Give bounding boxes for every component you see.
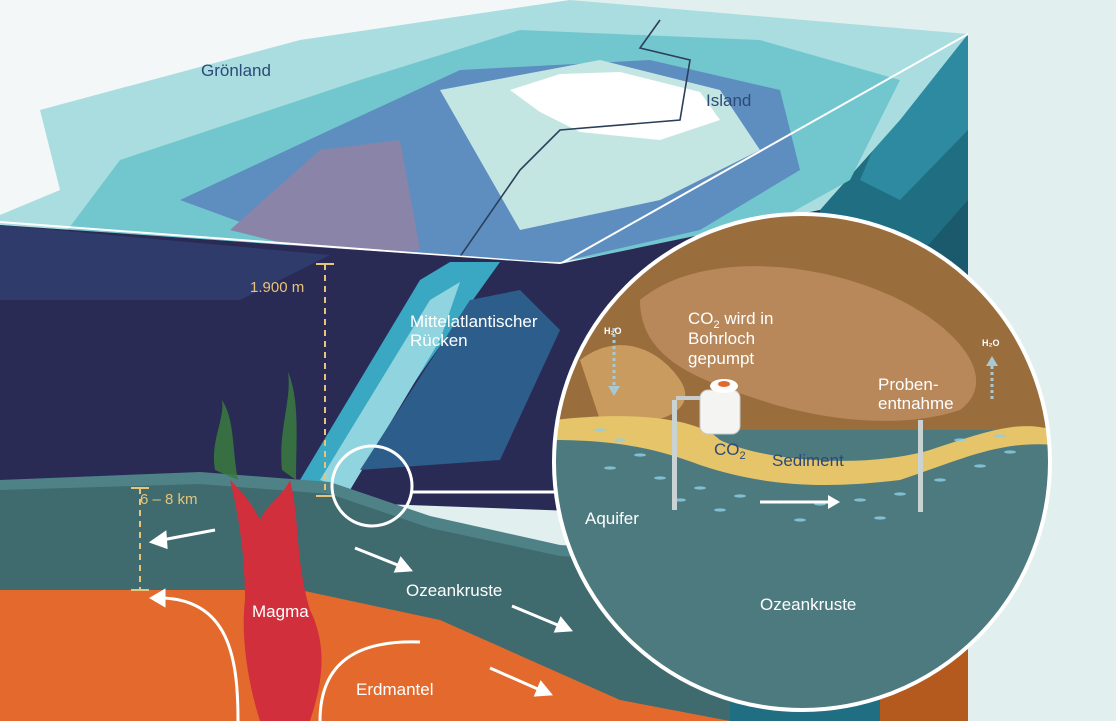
ridge-axis-line [429, 19, 691, 301]
label-co2-tank: CO2 [714, 440, 746, 462]
label-proben-line1: Proben- [878, 375, 938, 394]
label-inset-ozeankruste: Ozeankruste [760, 595, 856, 614]
label-co2-pumped-line3: gepumpt [688, 349, 754, 368]
co2-tank [676, 379, 741, 435]
label-co2-pumped-line1: CO2 wird in [688, 309, 773, 331]
label-proben-line2: entnahme [878, 394, 954, 413]
label-ridge-line1: Mittelatlantischer [410, 312, 538, 331]
inset-sediment-layer [554, 416, 1050, 486]
label-aquifer: Aquifer [585, 509, 639, 528]
label-erdmantel: Erdmantel [356, 680, 433, 699]
ocean-surface-map [0, 0, 969, 301]
inset-border [552, 212, 1052, 712]
label-h2o-left: H₂O [604, 326, 622, 336]
depth-markers [131, 263, 334, 591]
label-magma: Magma [252, 602, 309, 621]
label-depth-water: 1.900 m [250, 279, 304, 296]
label-co2-pumped-line2: Bohrloch [688, 329, 755, 348]
label-crust-thickness: 6 – 8 km [140, 491, 198, 508]
sampling-well [918, 420, 923, 512]
label-sediment: Sediment [772, 451, 844, 470]
label-ridge-line2: Rücken [410, 331, 468, 350]
magma-plume [213, 372, 322, 721]
label-ozeankruste-main: Ozeankruste [406, 581, 502, 600]
co2-storage-inset [552, 212, 1052, 712]
injection-well [672, 400, 677, 510]
detail-focus-circle [330, 444, 414, 528]
plate-motion-arrows [148, 528, 573, 721]
label-h2o-right: H₂O [982, 338, 1000, 348]
iceland-island [510, 72, 720, 140]
label-island: Island [706, 91, 751, 110]
label-groenland: Grönland [201, 61, 271, 80]
